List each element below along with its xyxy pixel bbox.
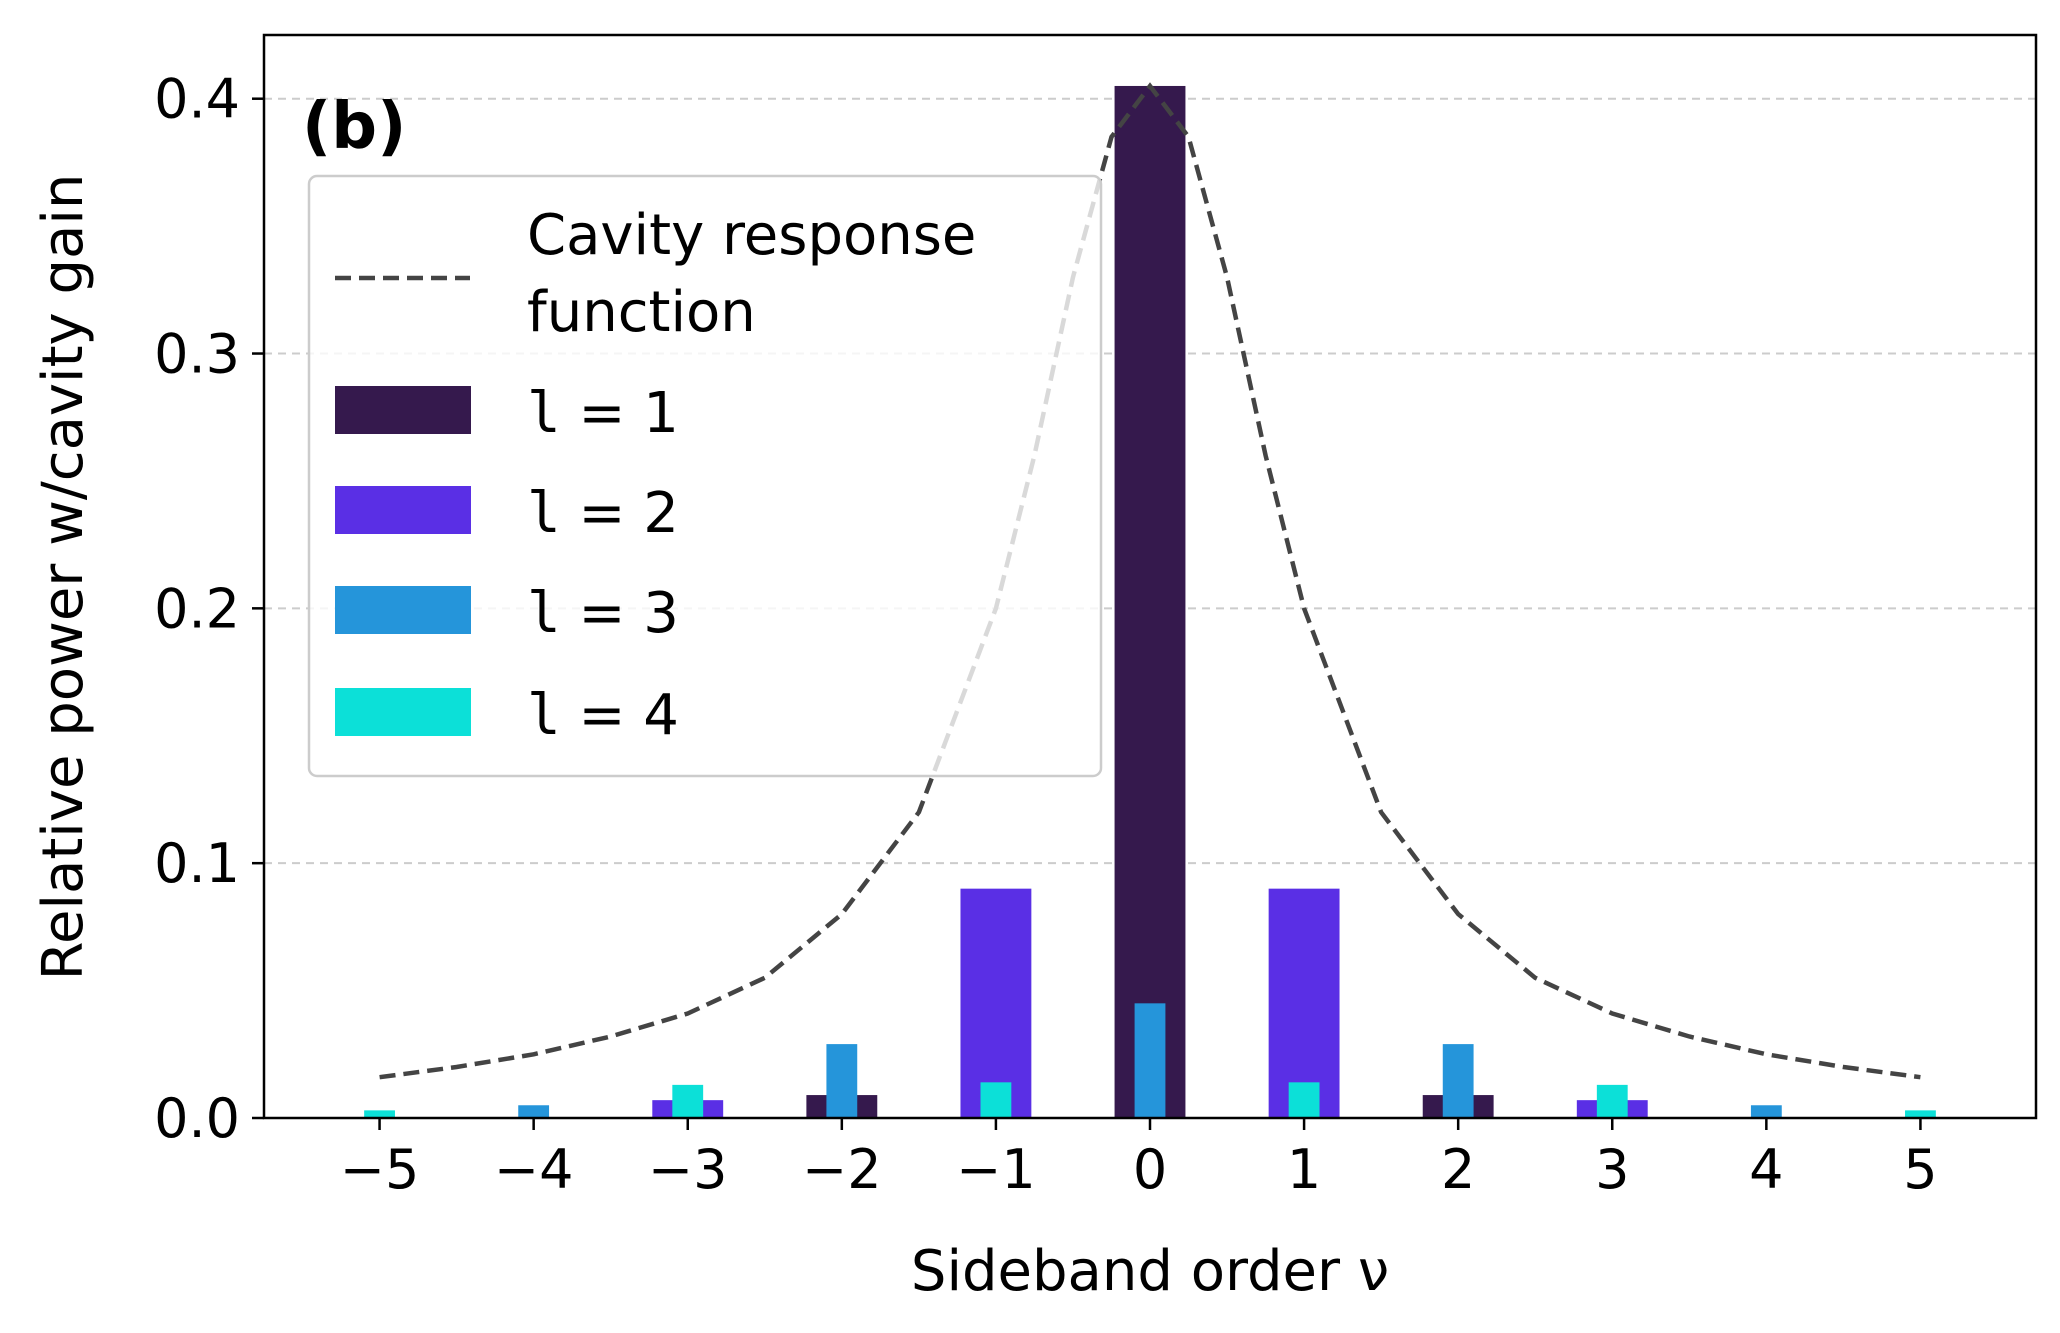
legend-swatch-l2 <box>335 486 471 534</box>
legend-swatch-l1 <box>335 386 471 434</box>
x-tick-label-2: −3 <box>648 1138 728 1201</box>
x-axis-ticks: −5 −4 −3 −2 −1 0 1 2 3 4 5 <box>340 1118 1938 1201</box>
bar-l2-nu-1 <box>960 888 1032 1118</box>
bar-l4-nu-5 <box>364 1110 395 1118</box>
x-tick-label-8: 3 <box>1595 1138 1629 1201</box>
legend-label-l2-value: 2 <box>643 481 679 546</box>
x-tick-label-6: 1 <box>1287 1138 1321 1201</box>
y-tick-label-1: 0.1 <box>154 832 240 895</box>
legend-swatch-l4 <box>335 688 471 736</box>
legend-label-l4: l = 4 <box>527 683 679 748</box>
x-tick-label-1: −4 <box>494 1138 574 1201</box>
legend-label-l1-symbol: l <box>527 381 561 446</box>
y-tick-label-2: 0.2 <box>154 577 240 640</box>
x-tick-label-4: −1 <box>956 1138 1036 1201</box>
bar-l3-nu2 <box>1442 1044 1474 1118</box>
legend-frame <box>307 174 1103 778</box>
bar-l2-nu1 <box>1268 888 1340 1118</box>
legend-label-l3-symbol: l <box>527 581 561 646</box>
legend: Cavity response function l = 1 l = 2 l =… <box>307 174 1103 778</box>
x-tick-label-5: 0 <box>1133 1138 1167 1201</box>
x-tick-label-0: −5 <box>340 1138 420 1201</box>
legend-label-l2-symbol: l <box>527 481 561 546</box>
y-axis-label: Relative power w/cavity gain <box>31 174 96 981</box>
bar-l3-nu-4 <box>518 1105 550 1118</box>
bar-l4-nu5 <box>1905 1110 1936 1118</box>
y-tick-label-0: 0.0 <box>154 1087 240 1150</box>
legend-label-l4-equals: = <box>561 683 644 748</box>
bar-l4-nu-1 <box>980 1082 1012 1118</box>
bar-l3-nu4 <box>1750 1105 1782 1118</box>
x-tick-label-9: 4 <box>1749 1138 1783 1201</box>
legend-curve-label-line2: function <box>527 280 756 345</box>
x-tick-label-3: −2 <box>802 1138 882 1201</box>
legend-label-l3: l = 3 <box>527 581 679 646</box>
legend-label-l1-value: 1 <box>643 381 679 446</box>
legend-label-l1-equals: = <box>561 381 644 446</box>
legend-swatch-l3 <box>335 586 471 634</box>
legend-label-l3-value: 3 <box>643 581 679 646</box>
legend-curve-label-line1: Cavity response <box>527 203 976 268</box>
bar-l4-nu-3 <box>672 1084 704 1118</box>
y-tick-label-3: 0.3 <box>154 323 240 386</box>
y-tick-label-4: 0.4 <box>154 68 240 131</box>
legend-label-l3-equals: = <box>561 581 644 646</box>
cavity-response-curve <box>379 82 1921 1080</box>
legend-label-l4-symbol: l <box>527 683 561 748</box>
legend-label-l2: l = 2 <box>527 481 679 546</box>
y-axis-ticks: 0.0 0.1 0.2 0.3 0.4 <box>154 68 264 1150</box>
legend-label-l4-value: 4 <box>643 683 679 748</box>
legend-label-l2-equals: = <box>561 481 644 546</box>
bar-l1-nu0 <box>1114 85 1186 1118</box>
bar-series-group <box>364 85 1936 1118</box>
x-tick-label-10: 5 <box>1903 1138 1937 1201</box>
legend-label-l1: l = 1 <box>527 381 679 446</box>
bar-l4-nu1 <box>1288 1082 1320 1118</box>
bar-l3-nu0 <box>1134 1003 1166 1118</box>
x-tick-label-7: 2 <box>1441 1138 1475 1201</box>
x-axis-label: Sideband order ν <box>911 1239 1389 1304</box>
bar-l4-nu3 <box>1596 1084 1628 1118</box>
bar-l3-nu-2 <box>826 1044 858 1118</box>
panel-label: (b) <box>302 90 406 164</box>
